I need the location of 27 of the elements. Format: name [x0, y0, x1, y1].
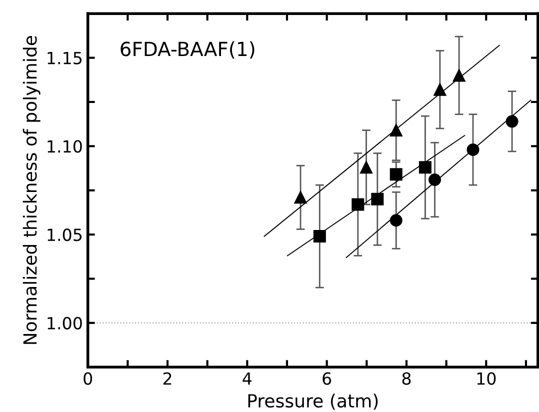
point: [390, 214, 402, 227]
x-tick-label: 0: [84, 372, 92, 385]
point: [294, 191, 307, 204]
point: [390, 124, 402, 136]
point: [360, 161, 373, 174]
point: [390, 168, 402, 181]
x-tick-label: 8: [402, 372, 411, 385]
point: [418, 161, 432, 174]
x-tick-label: 4: [242, 372, 252, 385]
point: [466, 143, 480, 156]
point: [428, 173, 442, 186]
y-tick-label: 1.00: [48, 316, 82, 330]
point: [434, 83, 446, 96]
point: [452, 69, 466, 82]
point: [371, 192, 384, 206]
y-tick-label: 1.10: [48, 140, 82, 153]
point: [506, 115, 518, 128]
point: [313, 230, 326, 243]
point: [352, 198, 364, 211]
y-tick-label: 1.05: [48, 228, 82, 242]
y-axis-title: Normalized thickness of polyimide: [22, 36, 40, 344]
x-axis-title: Pressure (atm): [248, 394, 378, 410]
x-tick-label: 10: [477, 372, 496, 385]
y-tick-label: 1.15: [48, 52, 82, 64]
x-tick-label: 2: [163, 372, 172, 385]
x-tick-label: 6: [322, 372, 332, 385]
annotation: 6FDA-BAAF(1): [120, 41, 254, 59]
